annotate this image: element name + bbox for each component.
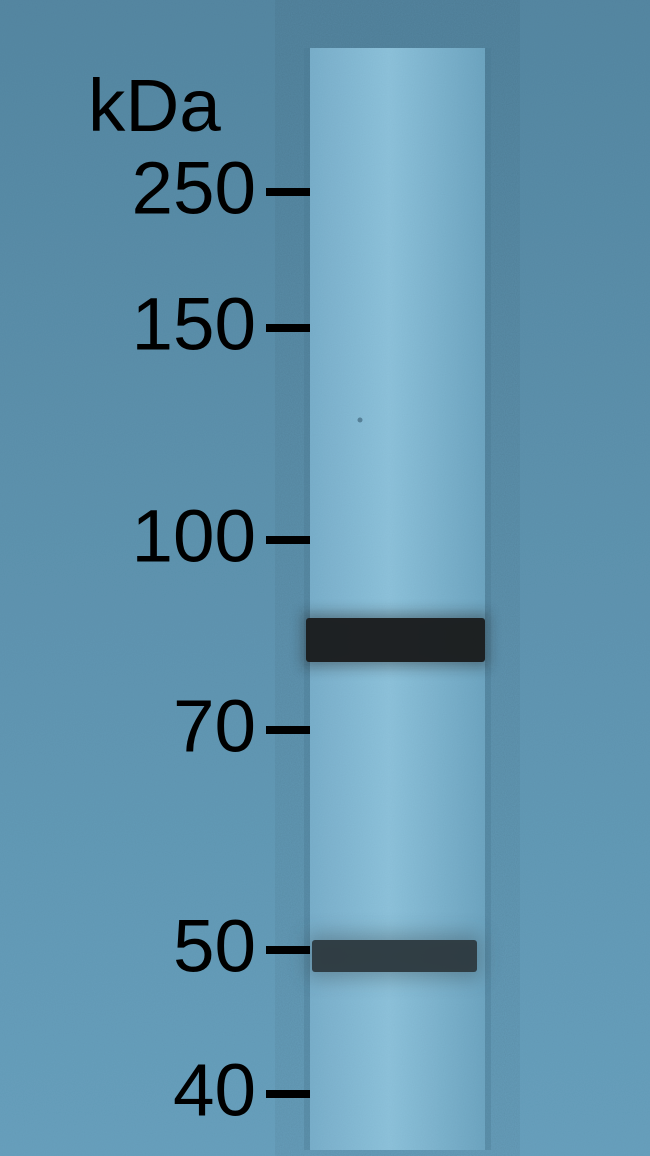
blot-canvas	[0, 0, 650, 1156]
western-blot-figure: kDa 250150100705040	[0, 0, 650, 1156]
